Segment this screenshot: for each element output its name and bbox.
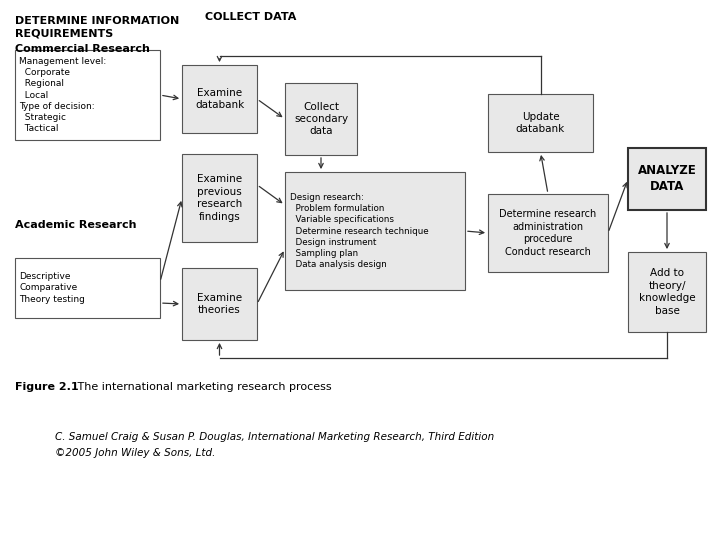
Text: The international marketing research process: The international marketing research pro… <box>67 382 332 392</box>
Text: Descriptive
Comparative
Theory testing: Descriptive Comparative Theory testing <box>19 272 85 303</box>
Text: COLLECT DATA: COLLECT DATA <box>205 12 297 22</box>
Bar <box>285 83 357 155</box>
Bar <box>182 154 257 242</box>
Text: Determine research
administration
procedure
Conduct research: Determine research administration proced… <box>500 210 597 256</box>
Bar <box>182 268 257 340</box>
Bar <box>285 172 465 290</box>
Bar <box>15 50 160 140</box>
Text: Examine
databank: Examine databank <box>195 88 244 110</box>
Text: Add to
theory/
knowledge
base: Add to theory/ knowledge base <box>639 268 696 315</box>
Bar <box>628 148 706 210</box>
Bar <box>488 194 608 272</box>
Text: C. Samuel Craig & Susan P. Douglas, International Marketing Research, Third Edit: C. Samuel Craig & Susan P. Douglas, Inte… <box>55 432 494 442</box>
Bar <box>628 252 706 332</box>
Text: Examine
previous
research
findings: Examine previous research findings <box>197 174 242 221</box>
Bar <box>15 258 160 318</box>
Text: Figure 2.1: Figure 2.1 <box>15 382 78 392</box>
Text: Management level:
  Corporate
  Regional
  Local
Type of decision:
  Strategic
 : Management level: Corporate Regional Loc… <box>19 57 107 133</box>
Text: Collect
secondary
data: Collect secondary data <box>294 102 348 137</box>
Bar <box>182 65 257 133</box>
Text: ANALYZE
DATA: ANALYZE DATA <box>638 165 696 193</box>
Text: Academic Research: Academic Research <box>15 220 137 230</box>
Text: Commercial Research: Commercial Research <box>15 44 150 54</box>
Bar <box>488 94 593 152</box>
Text: DETERMINE INFORMATION
REQUIREMENTS: DETERMINE INFORMATION REQUIREMENTS <box>15 16 179 38</box>
Text: Design research:
  Problem formulation
  Variable specifications
  Determine res: Design research: Problem formulation Var… <box>290 193 428 269</box>
Text: Update
databank: Update databank <box>516 112 565 134</box>
Text: ©2005 John Wiley & Sons, Ltd.: ©2005 John Wiley & Sons, Ltd. <box>55 448 215 458</box>
Text: Examine
theories: Examine theories <box>197 293 242 315</box>
